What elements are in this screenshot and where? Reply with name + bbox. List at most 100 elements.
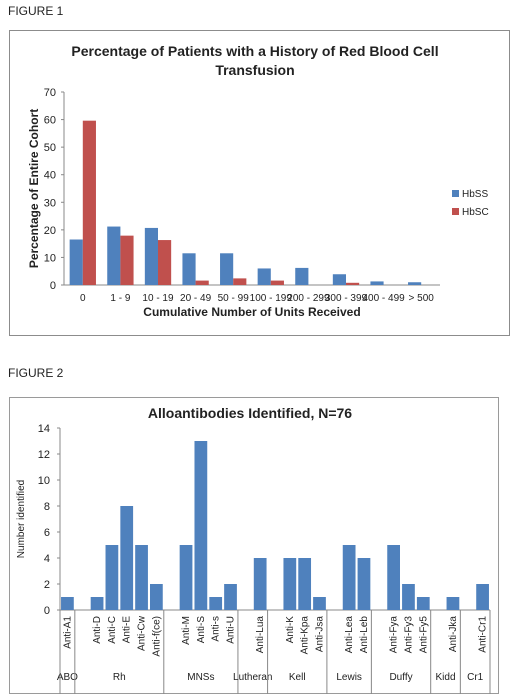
bar-anti-d [90,597,104,610]
bar-anti-a1 [61,597,74,610]
y-tick-label: 30 [44,197,56,209]
x-tick-label: Anti-Fya [389,616,400,654]
y-tick-label: 40 [44,170,56,182]
x-axis-label: Cumulative Number of Units Received [143,305,360,319]
bar-anti-lua [253,558,267,610]
legend-swatch-hbss [452,190,459,197]
bar-hbsc [195,280,209,285]
y-tick-label: 2 [44,579,50,591]
x-tick-label: 300 - 399 [325,293,368,304]
bar-hbss [257,268,271,285]
x-tick-label: Anti-Cw [137,615,148,651]
chart1-title-line: Percentage of Patients with a History of… [71,43,438,59]
x-tick-label: Anti-f(ce) [151,616,162,657]
legend-swatch-hbsc [452,208,459,215]
x-tick-label: Anti-Lea [344,616,355,654]
group-label: Rh [113,672,126,683]
x-tick-label: Anti-A1 [62,616,73,649]
bar-anti-e [120,506,134,610]
x-tick-label: Anti-Fy5 [418,616,429,654]
x-tick-label: > 500 [409,293,435,304]
x-tick-label: 200 - 299 [287,293,330,304]
bar-hbsc [233,278,247,285]
y-tick-label: 0 [44,605,50,617]
bar-anti-s [194,441,208,610]
x-tick-label: 100 - 199 [250,293,293,304]
bar-anti-m [179,545,193,610]
x-tick-label: Anti-C [107,616,118,644]
figure-2-label: FIGURE 2 [8,366,64,380]
legend-label-hbsc: HbSC [462,207,489,218]
y-tick-label: 60 [44,115,56,127]
group-label: Cr1 [467,672,484,683]
y-tick-label: 50 [44,142,56,154]
bar-hbss [144,227,158,285]
x-tick-label: Anti-K [285,616,296,644]
x-tick-label: Anti-D [92,616,103,644]
x-tick-label: 0 [80,293,86,304]
chart2-title: Alloantibodies Identified, N=76 [148,405,352,421]
y-tick-label: 70 [44,87,56,99]
x-tick-label: Anti-Leb [359,616,370,654]
x-tick-label: 1 - 9 [110,293,130,304]
bar-hbss [69,239,83,285]
y-tick-label: 8 [44,501,50,513]
bar-anti-fy3 [402,584,415,610]
x-tick-label: Anti-S [196,616,207,644]
bar-anti-f-ce- [150,584,163,610]
bar-hbss [182,253,196,285]
bar-anti-fya [387,545,400,610]
x-tick-label: Anti-Cr1 [478,616,489,653]
alloantibody-chart-panel [9,397,499,694]
bar-anti-s [209,597,223,610]
x-tick-label: 10 - 19 [142,293,174,304]
bar-hbsc [270,280,284,285]
x-tick-label: Anti-Jka [448,616,459,653]
figure-1-label: FIGURE 1 [8,4,64,18]
x-tick-label: 400 - 499 [362,293,405,304]
group-label: ABO [57,672,78,683]
bar-hbss [220,253,234,285]
bar-hbss [107,226,121,285]
y-axis-label: Number identified [16,480,27,558]
x-tick-label: Anti-Kpa [300,616,311,655]
x-tick-label: 50 - 99 [218,293,250,304]
bar-hbss [370,281,384,285]
bar-anti-fy5 [416,597,430,610]
bar-anti-c [105,545,119,610]
y-tick-label: 10 [44,252,56,264]
bar-anti-leb [357,558,371,610]
x-tick-label: Anti-U [226,616,237,644]
y-tick-label: 0 [50,280,56,292]
y-tick-label: 6 [44,527,50,539]
x-tick-label: Anti-M [181,616,192,645]
x-tick-label: 20 - 49 [180,293,212,304]
bar-hbss [332,274,346,285]
y-tick-label: 12 [38,449,50,461]
y-tick-label: 4 [44,553,50,565]
bar-hbss [295,267,309,285]
group-label: MNSs [187,672,214,683]
bar-anti-kpa [298,558,312,610]
bar-hbsc [82,120,96,285]
legend-label-hbss: HbSS [462,189,488,200]
group-label: Kidd [436,672,456,683]
group-label: Kell [289,672,306,683]
bar-anti-k [283,558,297,610]
bar-hbsc [158,240,172,285]
x-tick-label: Anti-E [122,616,133,644]
chart1-title-line: Transfusion [215,62,294,78]
bar-anti-cr1 [476,584,489,610]
bar-anti-cw [135,545,148,610]
bar-hbss [408,282,422,285]
bar-anti-jka [446,597,460,610]
x-tick-label: Anti-Jsa [314,616,325,653]
y-axis-label: Percentage of Entire Cohort [27,109,41,268]
bar-hbsc [120,235,134,285]
group-label: Lewis [336,672,362,683]
y-tick-label: 20 [44,225,56,237]
x-tick-label: Anti-Lua [255,616,266,654]
bar-anti-u [224,584,237,610]
